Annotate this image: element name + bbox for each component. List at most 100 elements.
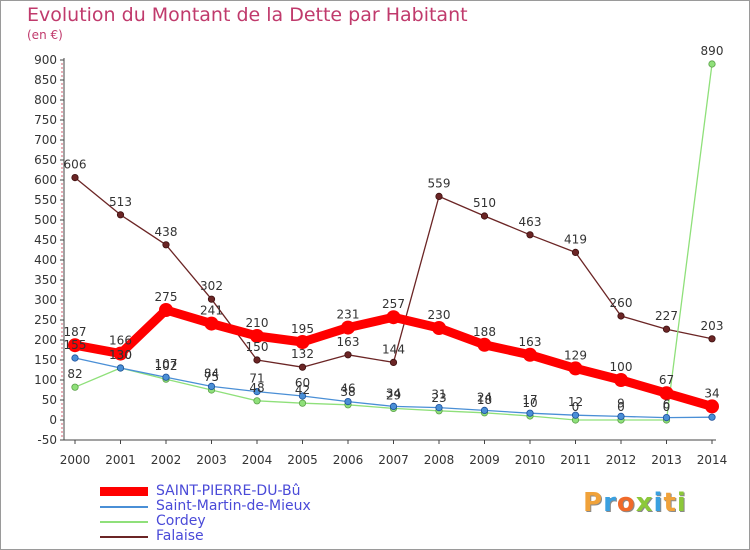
y-tick-label: 700 (34, 133, 57, 147)
legend-label-saint-pierre: SAINT-PIERRE-DU-Bû (156, 483, 301, 499)
data-label-3: 438 (155, 225, 178, 239)
logo-letter: t (663, 488, 677, 518)
data-label-3: 513 (109, 195, 132, 209)
y-tick-label: 650 (34, 153, 57, 167)
x-tick-label: 2014 (697, 453, 728, 467)
data-label-3: 150 (246, 340, 269, 354)
series-line-3 (74, 177, 713, 368)
x-tick-label: 2009 (469, 453, 500, 467)
data-point-3 (480, 212, 489, 220)
legend-label-saint-martin: Saint-Martin-de-Mieux (156, 498, 311, 514)
x-tick-label: 2003 (196, 453, 227, 467)
data-point-3 (526, 231, 534, 239)
data-label-0: 241 (200, 304, 223, 318)
data-label-0: 34 (704, 386, 719, 400)
x-tick-label: 2012 (606, 453, 637, 467)
data-point-2 (708, 60, 716, 68)
data-label-0: 67 (659, 373, 674, 387)
data-point-3 (571, 248, 580, 256)
data-label-2: 23 (431, 391, 446, 405)
x-tick-label: 2004 (242, 453, 273, 467)
data-point-2 (298, 399, 307, 407)
data-label-0: 257 (382, 297, 405, 311)
legend-item-saint-pierre: SAINT-PIERRE-DU-Bû (100, 484, 360, 499)
x-tick-label: 2001 (105, 453, 136, 467)
data-label-3: 510 (473, 196, 496, 210)
data-label-0: 275 (155, 290, 178, 304)
y-tick-label: 400 (34, 253, 57, 267)
data-label-0: 163 (519, 335, 542, 349)
data-label-0: 195 (291, 322, 314, 336)
y-tick-label: 500 (34, 213, 57, 227)
data-point-0 (113, 346, 128, 361)
x-tick-label: 2008 (424, 453, 455, 467)
data-point-1 (344, 397, 352, 406)
data-label-2: 18 (477, 393, 492, 407)
data-label-1: 24 (477, 390, 492, 404)
data-label-2: 48 (249, 381, 264, 395)
data-point-1 (617, 412, 625, 420)
y-tick-label: 350 (34, 273, 57, 287)
data-label-3: 163 (337, 335, 360, 349)
data-label-1: 34 (386, 386, 401, 400)
data-label-3: 203 (701, 319, 724, 333)
proxiti-logo: Proxiti (583, 488, 687, 518)
data-point-0 (250, 329, 264, 343)
data-point-2 (253, 397, 261, 405)
x-tick-label: 2011 (560, 453, 591, 467)
data-point-3 (162, 241, 170, 249)
data-point-3 (298, 363, 307, 371)
data-label-1: 31 (431, 388, 446, 402)
legend-item-saint-martin: Saint-Martin-de-Mieux (100, 499, 360, 514)
data-label-0: 100 (610, 360, 633, 374)
data-point-3 (253, 356, 261, 364)
legend-swatch-cordey (100, 521, 148, 523)
x-tick-label: 2007 (378, 453, 409, 467)
y-tick-label: 250 (34, 313, 57, 327)
data-label-1: 155 (64, 338, 87, 352)
data-label-1: 17 (522, 393, 537, 407)
data-point-2 (71, 383, 79, 391)
data-label-1: 9 (617, 396, 625, 410)
data-point-1 (435, 403, 443, 412)
legend-swatch-saint-pierre (100, 487, 148, 496)
data-label-2: 75 (204, 370, 219, 384)
y-tick-label: 150 (34, 353, 57, 367)
legend-item-cordey: Cordey (100, 514, 360, 529)
data-label-1: 84 (204, 366, 219, 380)
data-point-3 (116, 211, 125, 219)
logo-letter: i (676, 488, 687, 518)
legend-label-falaise: Falaise (156, 528, 204, 544)
data-point-0 (705, 399, 719, 414)
data-label-2: 890 (701, 44, 724, 58)
data-point-0 (295, 335, 310, 349)
y-tick-label: 200 (34, 333, 57, 347)
data-point-3 (708, 335, 716, 343)
data-point-0 (386, 310, 401, 325)
data-point-0 (432, 321, 446, 335)
chart-title: Evolution du Montant de la Dette par Hab… (27, 4, 468, 26)
data-label-1: 12 (568, 395, 583, 409)
data-point-1 (708, 413, 716, 421)
data-label-3: 419 (564, 232, 587, 246)
data-label-1: 130 (109, 348, 132, 362)
data-point-3 (344, 351, 352, 359)
data-label-2: 130 (109, 348, 132, 362)
y-tick-label: 100 (34, 373, 57, 387)
data-point-1 (162, 373, 170, 381)
legend-swatch-falaise (100, 536, 148, 538)
data-point-1 (253, 387, 261, 396)
logo-letter: i (653, 488, 664, 518)
y-tick-label: 750 (34, 113, 57, 127)
data-label-3: 302 (200, 279, 223, 293)
data-label-2: 38 (340, 385, 355, 399)
y-tick-label: -50 (37, 433, 57, 447)
x-tick-label: 2002 (151, 453, 182, 467)
data-label-2: 10 (522, 396, 537, 410)
data-point-3 (389, 358, 398, 366)
logo-letter: o (616, 488, 636, 518)
x-tick-label: 2000 (60, 453, 91, 467)
y-tick-label: 50 (42, 393, 57, 407)
data-point-1 (116, 364, 125, 372)
